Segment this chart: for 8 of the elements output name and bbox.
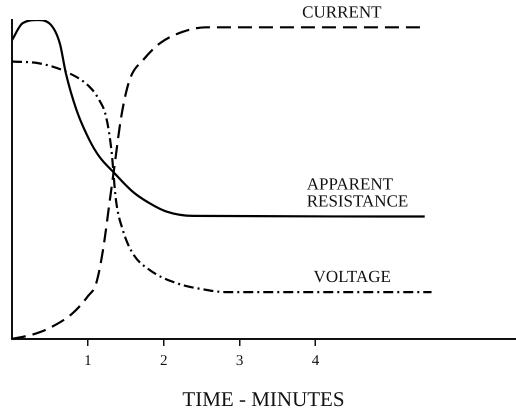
- x-tick-label: 1: [84, 352, 92, 369]
- series-label: VOLTAGE: [314, 267, 391, 286]
- series-label: CURRENT: [302, 2, 382, 22]
- x-tick-label: 2: [160, 352, 168, 369]
- x-tick-label: 3: [236, 352, 244, 369]
- series-label: APPARENT RESISTANCE: [306, 174, 408, 211]
- x-axis-title: TIME - MINUTES: [182, 386, 345, 411]
- x-tick-label: 4: [312, 352, 320, 369]
